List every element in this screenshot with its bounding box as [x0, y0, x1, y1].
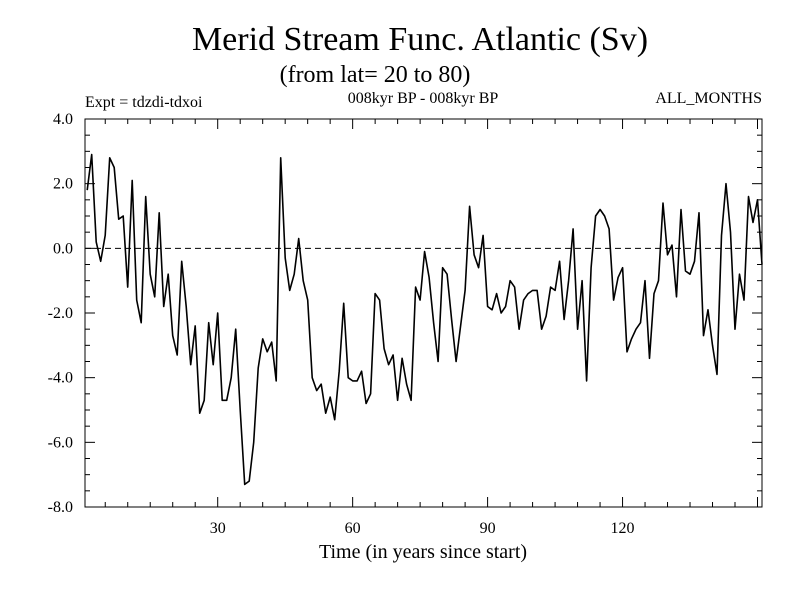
months-label: ALL_MONTHS: [655, 90, 762, 107]
chart-subtitle: (from lat= 20 to 80): [280, 62, 471, 88]
x-tick-label: 60: [345, 520, 361, 537]
y-tick-label: -6.0: [48, 434, 73, 451]
y-tick-label: 2.0: [53, 176, 73, 193]
y-tick-label: -8.0: [48, 499, 73, 516]
y-tick-label: -2.0: [48, 305, 73, 322]
x-tick-label: 90: [480, 520, 496, 537]
x-tick-label: 30: [210, 520, 226, 537]
chart-title: Merid Stream Func. Atlantic (Sv): [192, 21, 648, 58]
experiment-label: Expt = tdzdi-tdxoi: [85, 94, 203, 111]
y-tick-label: 4.0: [53, 111, 73, 128]
axis-ticks: [85, 118, 762, 508]
x-tick-label: 120: [611, 520, 635, 537]
x-axis-label: Time (in years since start): [319, 541, 527, 563]
y-tick-label: -4.0: [48, 370, 73, 387]
y-tick-label: 0.0: [53, 240, 73, 257]
axis-tick-labels: -8.0 -6.0 -4.0 -2.0 0.0 2.0 4.0 30 60 90 120: [48, 111, 635, 537]
data-series-line: [86, 153, 763, 486]
period-label: 008kyr BP - 008kyr BP: [348, 90, 499, 107]
